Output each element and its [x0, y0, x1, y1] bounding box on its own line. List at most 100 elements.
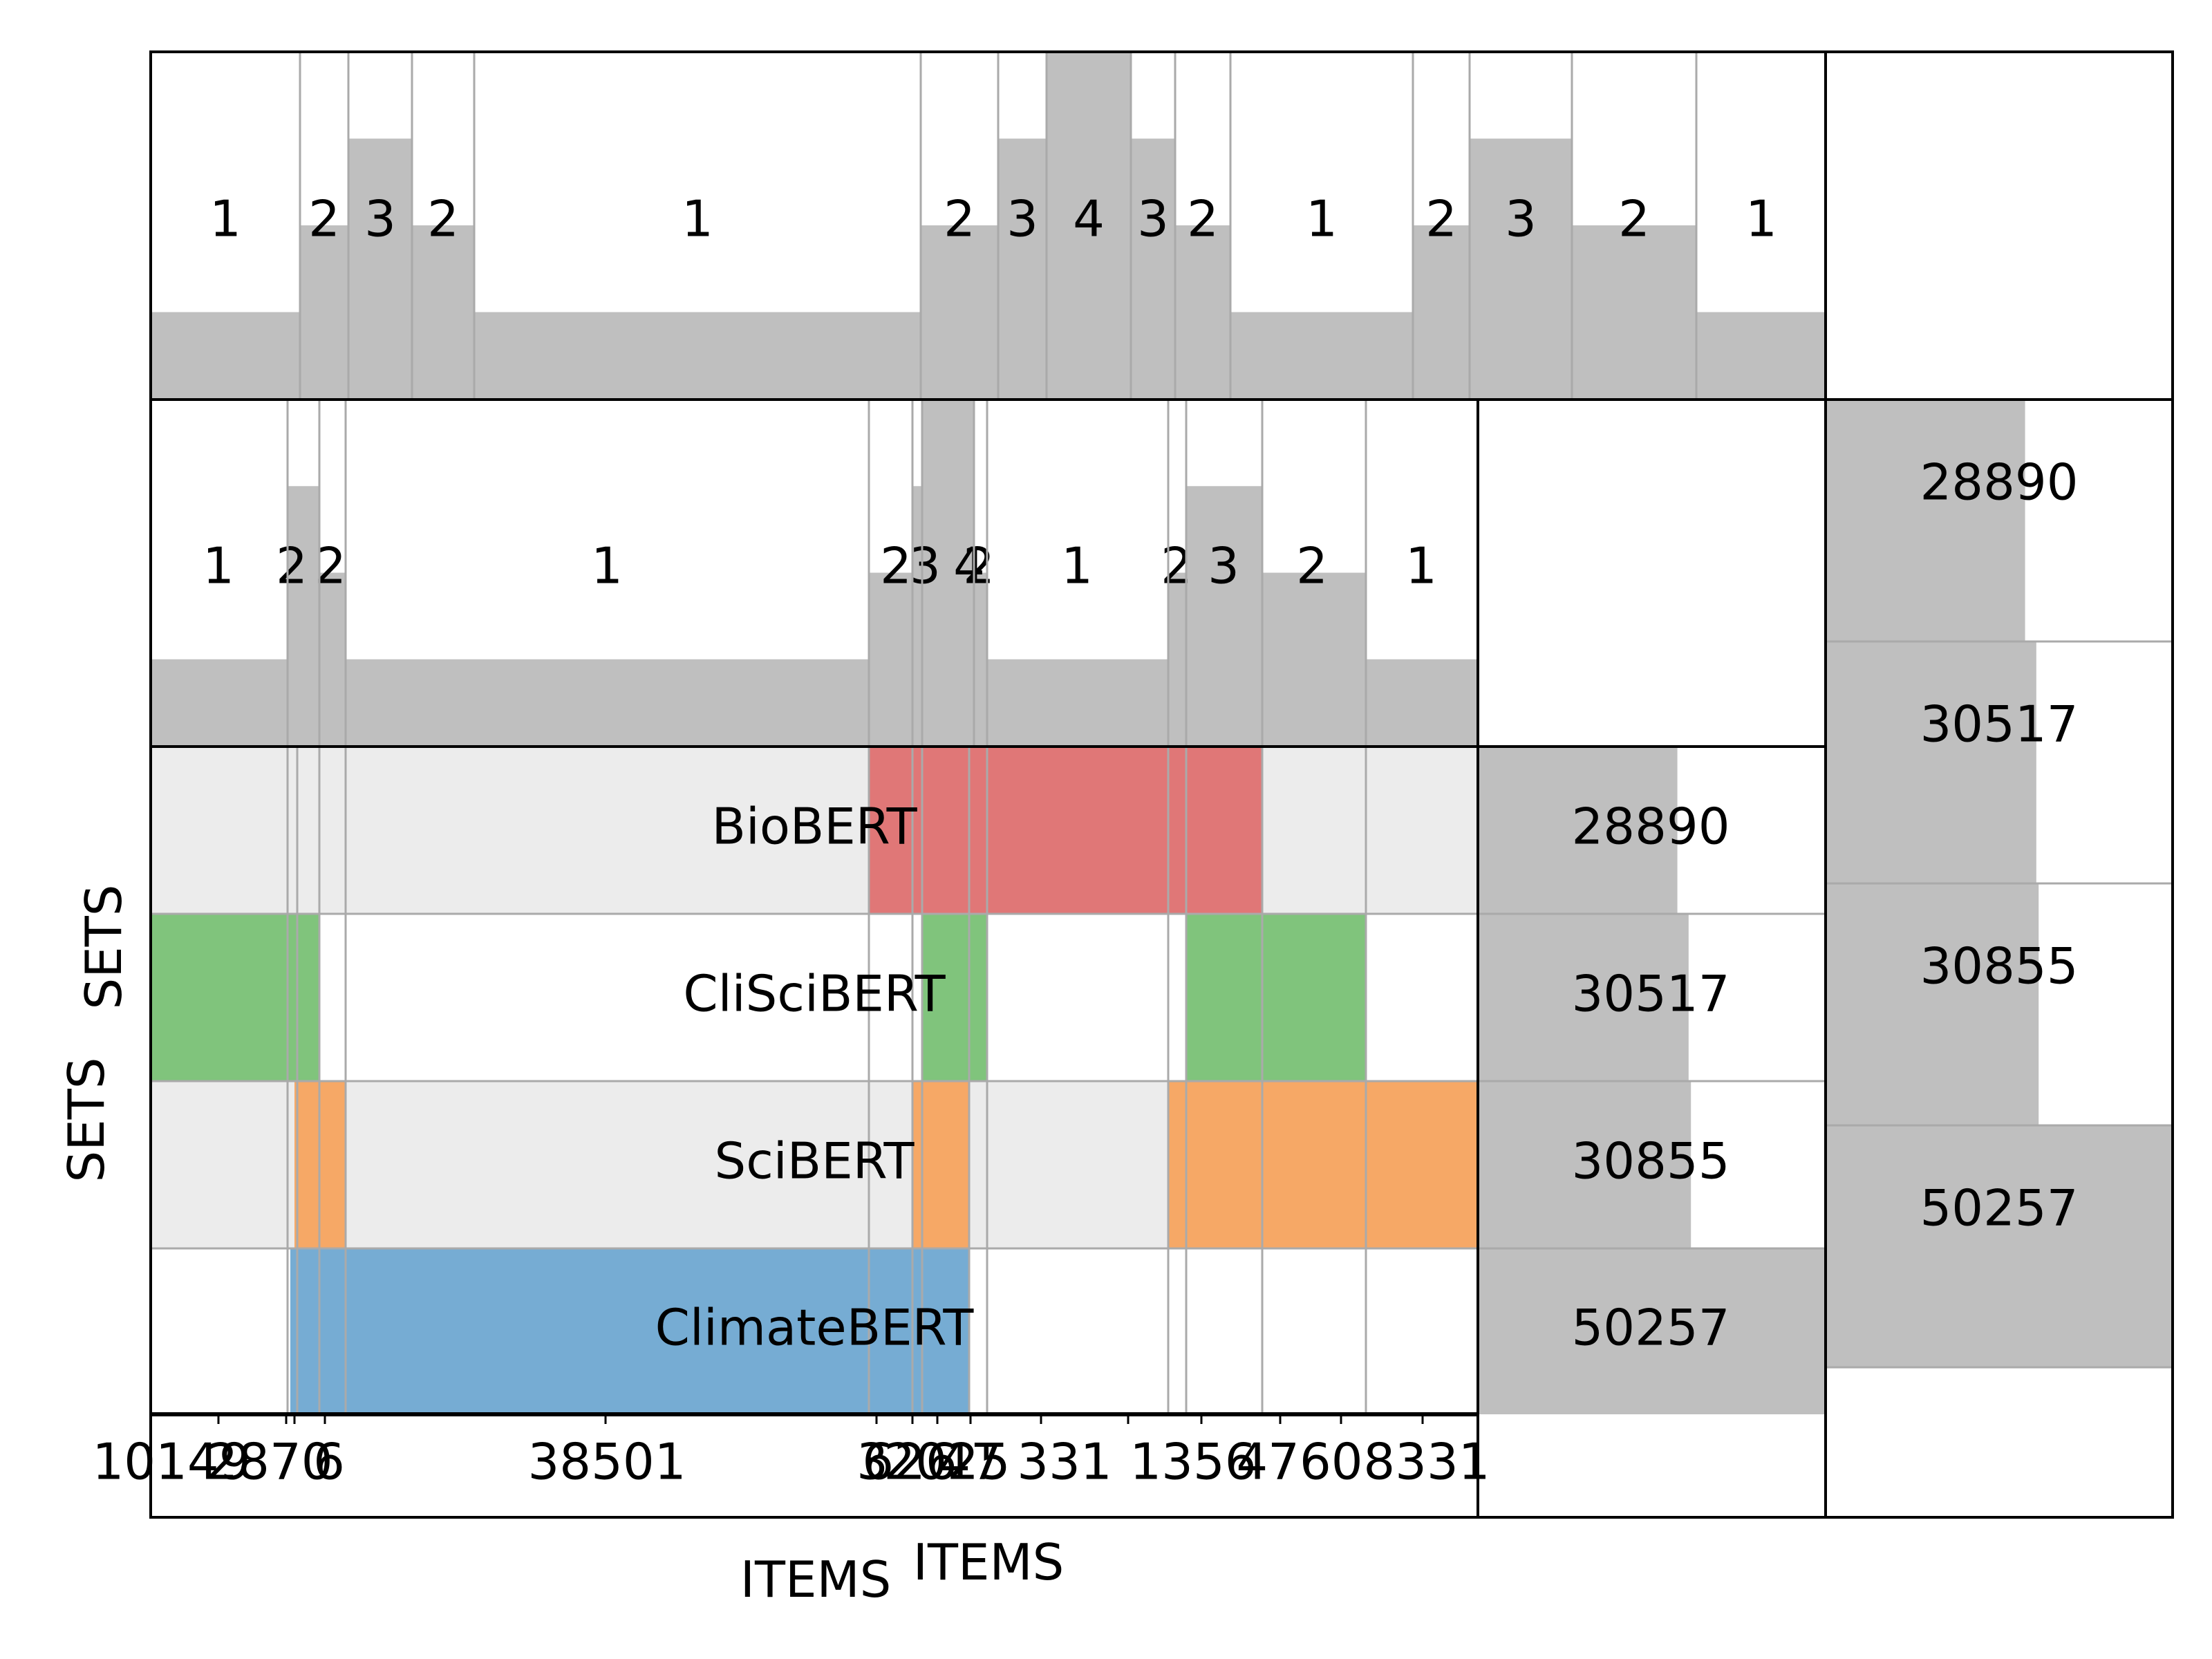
set-size-bar	[1478, 747, 1678, 914]
top-hist-bar	[151, 312, 300, 399]
top-hist-bar	[412, 225, 474, 399]
set-size-bar	[1478, 1081, 1691, 1248]
mid-hist-bar-label: 1	[591, 537, 623, 595]
top-hist-bar	[1230, 312, 1413, 399]
matrix-cell	[1186, 914, 1366, 1081]
top-hist-bar	[1175, 225, 1230, 399]
item-count-label: 10149	[92, 1433, 250, 1491]
set-size-bars: 28890 30517 30855 50257	[1478, 747, 1825, 1414]
outer-set-size-label: 30855	[1920, 937, 2078, 995]
mid-hist-bar-label: 2	[1296, 537, 1328, 595]
set-size-bars-outer: 28890 30517 30855 50257	[1826, 400, 2173, 1369]
item-count-label: 2870	[206, 1433, 332, 1491]
top-hist-bar	[1470, 138, 1572, 399]
matrix-cell	[869, 747, 1262, 914]
item-count-label: 3	[856, 1433, 888, 1491]
top-hist-bar-label: 2	[944, 190, 975, 248]
mid-hist-bar	[319, 572, 346, 746]
outer-frame	[149, 50, 2174, 1519]
top-hist-bar	[300, 225, 348, 399]
mid-hist-bar	[346, 659, 869, 746]
top-hist-bar	[1131, 138, 1175, 399]
mid-hist-bar-label: 1	[203, 537, 234, 595]
matrix-cell	[1168, 1081, 1478, 1248]
matrix-cell	[151, 914, 319, 1081]
top-hist-bar-label: 1	[1745, 190, 1777, 248]
set-name-label: SciBERT	[715, 1132, 915, 1190]
item-count-label: 331	[1017, 1433, 1112, 1491]
mid-hist-bar	[869, 572, 912, 746]
mid-hist-bar	[151, 659, 288, 746]
top-hist-bar	[921, 225, 998, 399]
mid-hist-bar	[912, 486, 922, 746]
top-hist-bar-label: 2	[1618, 190, 1650, 248]
mid-intersection-histogram: 1 2 2 1 23 42 1 2 3 2 1	[151, 400, 1478, 746]
mid-hist-bar	[288, 486, 319, 746]
set-name-label: ClimateBERT	[655, 1299, 975, 1357]
set-size-bar	[1478, 1248, 1825, 1414]
x-axis-label: ITEMS	[740, 1550, 892, 1609]
top-hist-bar	[998, 138, 1047, 399]
membership-matrix: BioBERT CliSciBERT SciBERT ClimateBERT	[151, 747, 1478, 1414]
mid-hist-bar-label: 2	[276, 537, 308, 595]
mid-hist-bar-label: 2	[1161, 537, 1192, 595]
mid-hist-bar	[1168, 572, 1186, 746]
mid-hist-bar-label: 2	[963, 537, 995, 595]
set-size-label: 30855	[1571, 1132, 1730, 1190]
top-hist-bar	[1047, 52, 1131, 399]
set-name-label: BioBERT	[711, 798, 917, 856]
item-count-label: 38501	[527, 1433, 686, 1491]
mid-hist-bar	[922, 400, 974, 746]
top-hist-bar-label: 2	[1187, 190, 1219, 248]
mid-hist-bar-label: 4	[953, 537, 985, 595]
mid-hist-bar-label: 1	[1405, 537, 1437, 595]
set-size-bar	[1478, 914, 1689, 1081]
item-count-label: 2025	[883, 1433, 1010, 1491]
matrix-cell	[912, 1081, 969, 1248]
outer-set-size-bar	[1826, 883, 2039, 1125]
top-hist-bar	[348, 138, 412, 399]
top-hist-bar-label: 4	[1073, 190, 1105, 248]
mid-hist-bar-label: 2	[880, 537, 912, 595]
outer-set-size-bar	[1826, 641, 2036, 883]
set-size-label: 28890	[1571, 798, 1730, 856]
top-hist-bar-label: 2	[427, 190, 459, 248]
top-hist-bar-label: 1	[209, 190, 241, 248]
mid-hist-bar-label: 3	[1208, 537, 1239, 595]
top-hist-bar-label: 1	[1306, 190, 1338, 248]
top-hist-bar	[474, 312, 921, 399]
set-name-label: CliSciBERT	[683, 965, 946, 1023]
top-hist-bar-label: 3	[1505, 190, 1537, 248]
mid-hist-bar	[987, 659, 1168, 746]
top-hist-bar-label: 3	[1006, 190, 1038, 248]
item-count-label: 8331	[1363, 1433, 1490, 1491]
set-size-label: 30517	[1571, 965, 1730, 1023]
panel-frames	[149, 50, 2174, 1519]
top-hist-bar-label: 3	[364, 190, 396, 248]
matrix-cell	[290, 1248, 969, 1414]
outer-set-size-bar	[1826, 400, 2025, 641]
top-hist-bar-label: 2	[308, 190, 340, 248]
item-count-label: 6	[313, 1433, 345, 1491]
top-hist-bar-label: 3	[1137, 190, 1169, 248]
item-count-label: 47	[939, 1433, 1002, 1491]
mid-hist-bar-label: 1	[1061, 537, 1093, 595]
mid-hist-bar-label: 3	[909, 537, 941, 595]
outer-set-size-label: 50257	[1920, 1179, 2078, 1237]
top-hist-bar-label: 2	[1425, 190, 1457, 248]
y-axis-label: SETS	[57, 1058, 115, 1183]
x-axis-label-secondary: ITEMS	[913, 1533, 1065, 1591]
mid-hist-bar	[1366, 659, 1478, 746]
mid-hist-bar	[1262, 572, 1366, 746]
set-size-label: 50257	[1571, 1299, 1730, 1357]
top-hist-bar	[1696, 312, 1826, 399]
item-count-label: 626	[862, 1433, 957, 1491]
item-count-label: 4760	[1236, 1433, 1362, 1491]
item-count-label: 1356	[1130, 1433, 1256, 1491]
matrix-cell	[922, 914, 987, 1081]
top-hist-bar-label: 1	[682, 190, 713, 248]
mid-hist-bar	[1186, 486, 1262, 746]
